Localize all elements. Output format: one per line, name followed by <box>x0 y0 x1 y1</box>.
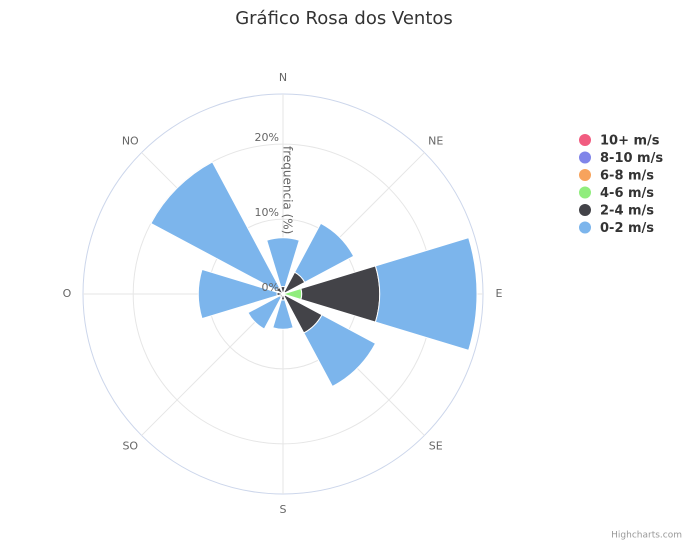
bar-segment <box>266 237 300 288</box>
y-tick-label: 0% <box>262 281 279 294</box>
bar-segment <box>293 222 355 284</box>
bar-segment <box>303 314 377 388</box>
bar-segment <box>150 161 281 292</box>
legend-marker <box>579 169 591 181</box>
credits: Highcharts.com <box>611 531 682 541</box>
y-tick-label: 20% <box>255 131 279 144</box>
bar-segment <box>247 295 282 330</box>
category-label: E <box>496 287 503 300</box>
category-label: SE <box>429 440 443 453</box>
category-label: SO <box>122 440 138 453</box>
category-label: NO <box>122 134 139 147</box>
legend-label: 4-6 m/s <box>600 186 654 201</box>
category-label: O <box>63 287 72 300</box>
y-axis-title: frequencia (%) <box>281 146 295 234</box>
legend-label: 10+ m/s <box>600 134 660 149</box>
legend-marker <box>579 221 591 234</box>
legend-marker <box>579 134 591 146</box>
legend-marker <box>579 204 591 216</box>
legend-marker <box>579 186 591 199</box>
legend-label: 0-2 m/s <box>600 221 654 236</box>
category-label: N <box>279 71 287 84</box>
chart-title: Gráfico Rosa dos Ventos <box>235 8 453 29</box>
legend-label: 2-4 m/s <box>600 204 654 219</box>
category-label: S <box>280 503 287 516</box>
legend-label: 6-8 m/s <box>600 169 654 184</box>
category-label: NE <box>428 134 443 147</box>
legend-marker <box>579 151 591 164</box>
y-tick-label: 10% <box>255 206 279 219</box>
bar-segment <box>374 237 478 351</box>
legend-label: 8-10 m/s <box>600 151 663 166</box>
bar-segment <box>197 268 278 320</box>
bar-segment <box>272 299 294 330</box>
